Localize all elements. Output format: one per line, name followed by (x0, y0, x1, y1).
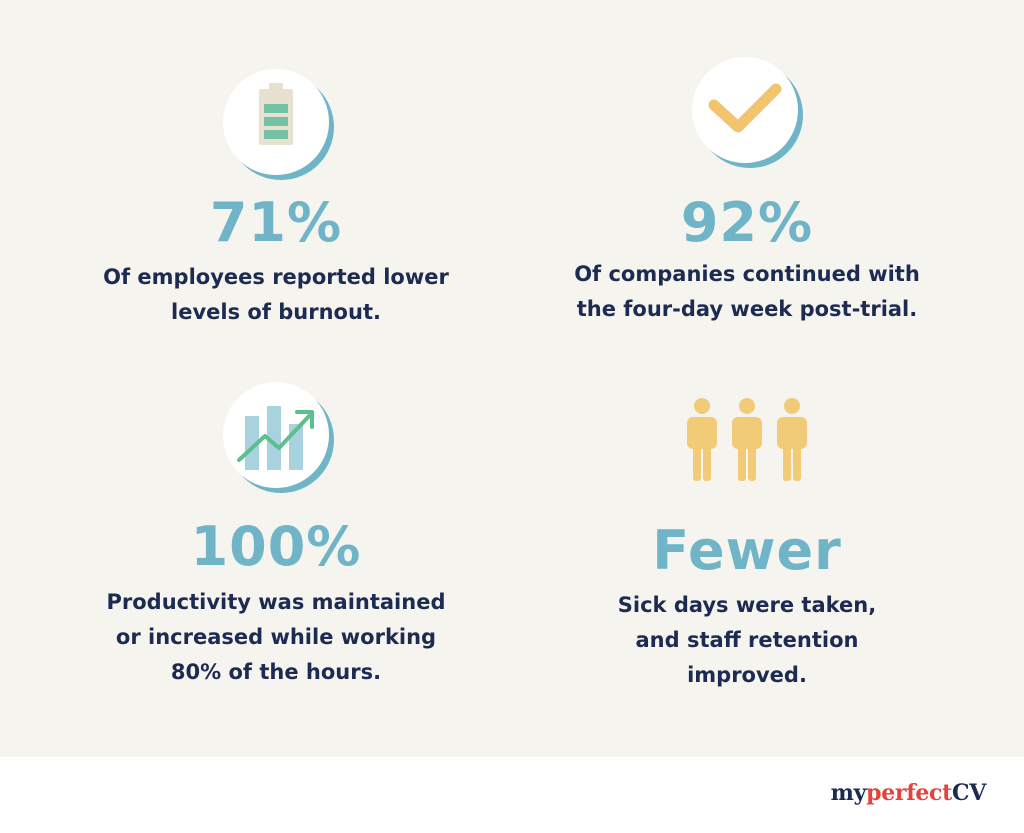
stat-value: 100% (190, 515, 362, 578)
logo-part-my: my (830, 780, 867, 806)
growth-chart-icon-badge (223, 382, 329, 488)
description-line: Of employees reported lower (103, 265, 449, 289)
stat-sick-days: Fewer Sick days were taken, and staff re… (537, 522, 957, 702)
logo-part-perfect: perfect (866, 780, 953, 806)
battery-icon (259, 83, 293, 145)
description-line: or increased while working (115, 625, 437, 649)
description-line: Of companies continued with (574, 262, 920, 286)
battery-icon-badge (223, 69, 329, 175)
person-figure (777, 398, 807, 481)
growth-chart-icon (237, 406, 314, 470)
stat-productivity: 100% Productivity was maintained or incr… (66, 514, 486, 694)
stat-value: 71% (209, 191, 343, 254)
people-icon (687, 398, 807, 481)
infographic-panel: 71% Of employees reported lower levels o… (0, 0, 1024, 757)
brand-logo: myperfectCV (830, 780, 987, 806)
stat-description: Of employees reported lower levels of bu… (66, 260, 486, 330)
checkmark-icon-badge (692, 57, 798, 163)
description-line: and staff retention (635, 628, 859, 652)
checkmark-icon (708, 83, 782, 133)
stat-value: Fewer (652, 519, 842, 582)
person-figure (687, 398, 717, 481)
description-line: Sick days were taken, (617, 593, 877, 617)
description-line: Productivity was maintained (106, 590, 446, 614)
description-line: improved. (687, 663, 807, 687)
logo-part-cv: CV (952, 780, 986, 806)
stat-value: 92% (680, 191, 814, 254)
description-line: levels of burnout. (171, 300, 381, 324)
stat-description: Of companies continued with the four-day… (537, 257, 957, 327)
person-figure (732, 398, 762, 481)
stat-description: Productivity was maintained or increased… (66, 585, 486, 690)
stat-description: Sick days were taken, and staff retentio… (537, 588, 957, 693)
description-line: 80% of the hours. (170, 660, 382, 684)
stat-burnout: 71% Of employees reported lower levels o… (66, 190, 486, 340)
description-line: the four-day week post-trial. (576, 297, 918, 321)
stat-companies: 92% Of companies continued with the four… (537, 190, 957, 340)
